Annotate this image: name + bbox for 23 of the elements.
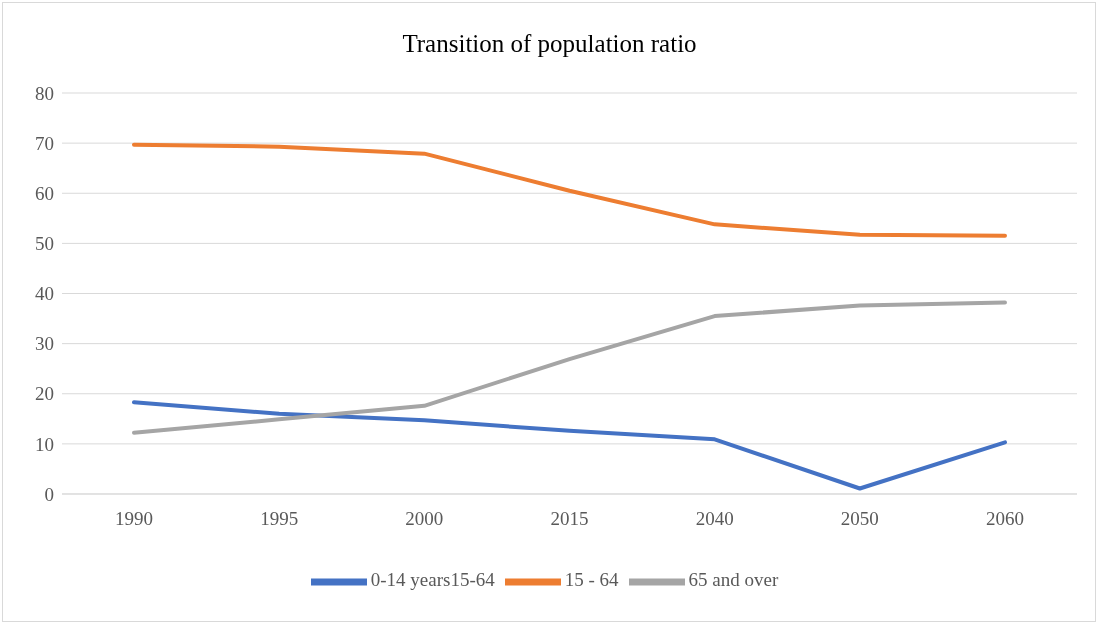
- x-tick-label: 2050: [840, 508, 879, 530]
- y-tick-label: 10: [35, 433, 54, 455]
- y-tick-label: 40: [35, 283, 54, 305]
- y-tick-label: 30: [35, 333, 54, 355]
- x-tick-label: 1995: [260, 508, 299, 530]
- y-tick-label: 50: [35, 233, 54, 255]
- x-tick-label: 1990: [115, 508, 153, 530]
- x-tick-label: 2000: [405, 508, 444, 530]
- x-tick-label: 2060: [986, 508, 1024, 530]
- legend-label: 0-14 years15-64: [370, 569, 495, 591]
- y-tick-label: 80: [35, 82, 54, 104]
- line-series: [132, 400, 1007, 491]
- x-tick-label: 2015: [550, 508, 589, 530]
- legend-label: 65 and over: [688, 569, 779, 591]
- chart-title: Transition of population ratio: [401, 30, 698, 58]
- y-tick-label: 20: [35, 383, 54, 405]
- y-tick-label: 0: [44, 483, 54, 505]
- y-tick-label: 60: [35, 182, 54, 204]
- legend-label: 15 - 64: [564, 569, 619, 591]
- line-series: [132, 142, 1007, 238]
- x-tick-label: 2040: [695, 508, 734, 530]
- line-series: [132, 300, 1007, 435]
- y-tick-label: 70: [35, 132, 54, 154]
